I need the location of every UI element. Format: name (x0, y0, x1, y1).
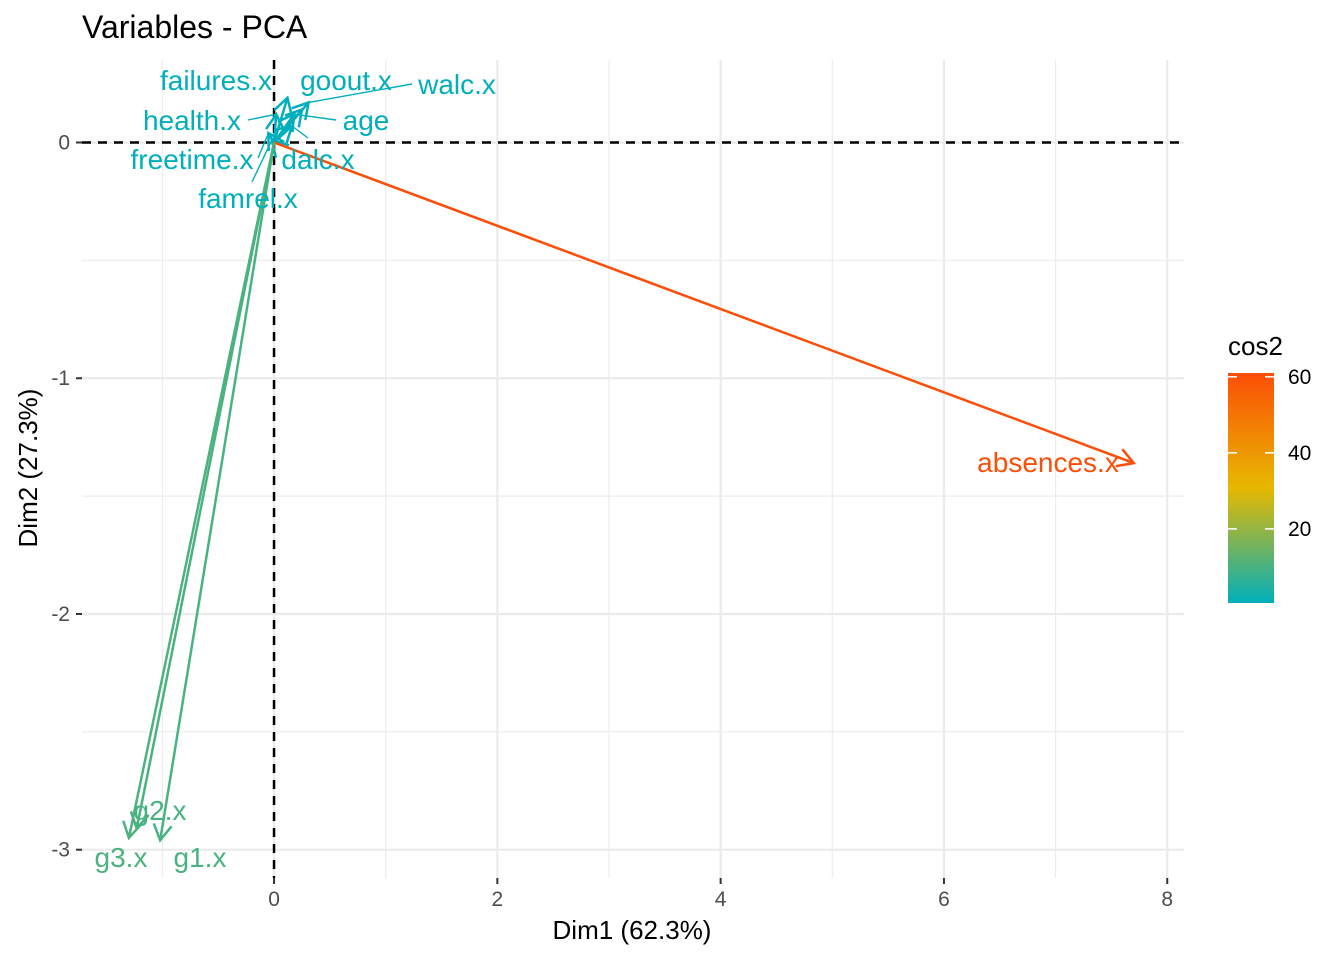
label-goout.x: goout.x (300, 65, 392, 96)
arrow-head (273, 95, 293, 116)
x-axis-title: Dim1 (62.3%) (553, 915, 712, 945)
reference-lines (82, 60, 1184, 878)
arrow-head (1115, 448, 1137, 468)
arrow-shaft (273, 125, 293, 144)
label-g2.x: g2.x (134, 795, 187, 826)
label-leader-line (247, 113, 277, 121)
variable-arrows (122, 95, 1137, 843)
arrow-head (152, 823, 173, 843)
legend-tick-label: 20 (1288, 518, 1311, 541)
x-tick-label: 2 (491, 888, 503, 911)
legend-title: cos2 (1228, 331, 1283, 361)
arrow-head (122, 820, 142, 841)
y-tick-label: -2 (51, 603, 70, 626)
legend-tick-label: 60 (1288, 366, 1311, 389)
x-tick-label: 8 (1161, 888, 1173, 911)
y-tick-label: -1 (51, 367, 70, 390)
label-freetime.x: freetime.x (131, 144, 254, 175)
label-failures.x: failures.x (160, 65, 272, 96)
axis-ticks: 0 2 4 6 8 0 -1 -2 -3 (51, 132, 1173, 911)
label-leader-line (251, 139, 273, 183)
label-g1.x: g1.x (174, 842, 227, 873)
label-health.x: health.x (143, 105, 241, 136)
label-leader-line (294, 113, 337, 121)
arrow-g1.x (152, 142, 276, 843)
legend-colorbar (1228, 373, 1274, 603)
x-tick-label: 4 (715, 888, 727, 911)
variable-labels: failures.x goout.x walc.x health.x age freeti… (95, 65, 1119, 873)
cos2-legend: cos2 20 40 60 (1228, 331, 1311, 603)
label-absences.x: absences.x (977, 447, 1119, 478)
chart-title: Variables - PCA (82, 9, 308, 45)
y-axis-title: Dim2 (27.3%) (13, 389, 43, 548)
arrow-g3.x (122, 142, 276, 841)
label-age: age (343, 105, 390, 136)
y-tick-label: 0 (58, 132, 70, 155)
arrow-shaft (127, 142, 276, 839)
arrow-shaft (273, 141, 1135, 465)
y-tick-label: -3 (51, 839, 70, 862)
label-walc.x: walc.x (417, 69, 496, 100)
label-leader-line (257, 132, 270, 159)
legend-tick-label: 40 (1288, 442, 1311, 465)
label-leader-line (308, 83, 413, 104)
legend-ticks: 20 40 60 (1228, 366, 1311, 541)
x-tick-label: 0 (268, 888, 280, 911)
x-tick-label: 6 (938, 888, 950, 911)
arrow-absences.x (273, 141, 1137, 468)
label-dalc.x: dalc.x (281, 144, 354, 175)
label-leader-line (291, 125, 309, 139)
arrow-shaft (158, 142, 276, 841)
label-famrel.x: famrel.x (198, 183, 298, 214)
label-g3.x: g3.x (95, 842, 148, 873)
